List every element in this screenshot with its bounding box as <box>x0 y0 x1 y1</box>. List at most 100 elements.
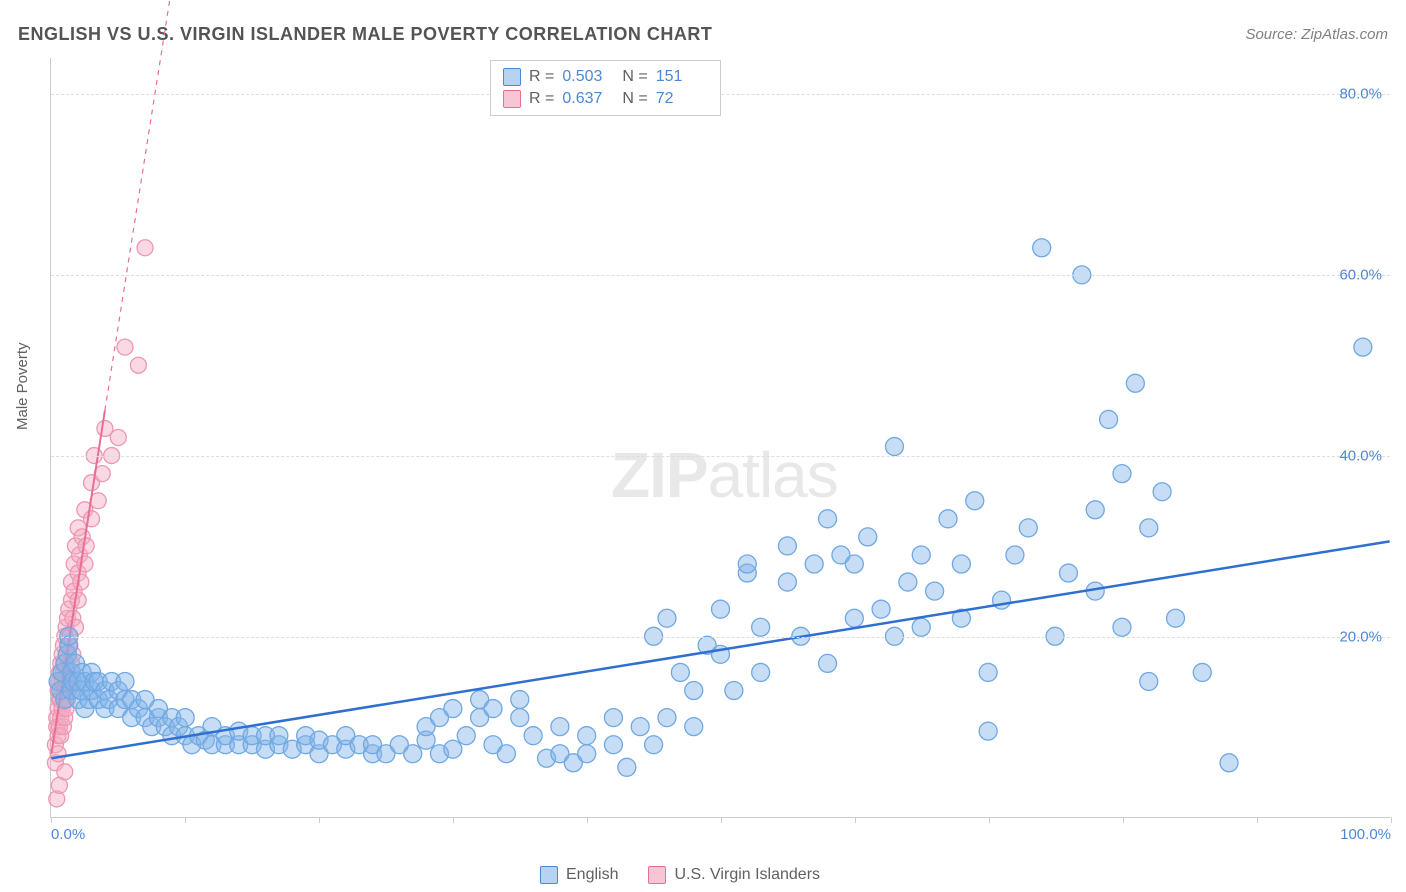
chart-source: Source: ZipAtlas.com <box>1245 26 1388 43</box>
english-point <box>685 682 703 700</box>
chart-title: ENGLISH VS U.S. VIRGIN ISLANDER MALE POV… <box>18 24 712 45</box>
english-point <box>778 537 796 555</box>
english-point <box>1086 501 1104 519</box>
english-point <box>578 745 596 763</box>
stat-r-label-0: R = <box>529 68 554 86</box>
english-point <box>1354 338 1372 356</box>
stat-n-value-1: 72 <box>656 90 708 108</box>
english-point <box>671 663 689 681</box>
legend-item-english: English <box>540 866 618 884</box>
usvi-point <box>130 357 146 373</box>
stat-r-value-0: 0.503 <box>562 68 614 86</box>
english-point <box>899 573 917 591</box>
english-point <box>484 700 502 718</box>
english-point <box>752 663 770 681</box>
stat-n-label-0: N = <box>622 68 647 86</box>
ytick-label: 20.0% <box>1339 629 1382 646</box>
english-point <box>738 555 756 573</box>
english-point <box>511 691 529 709</box>
stats-legend: R = 0.503 N = 151 R = 0.637 N = 72 <box>490 60 721 116</box>
english-point <box>712 600 730 618</box>
stat-n-value-0: 151 <box>656 68 708 86</box>
english-point <box>1220 754 1238 772</box>
english-trendline <box>51 541 1389 758</box>
english-point <box>631 718 649 736</box>
english-point <box>939 510 957 528</box>
english-point <box>778 573 796 591</box>
english-point <box>1006 546 1024 564</box>
english-point <box>176 709 194 727</box>
xtick-label: 0.0% <box>51 826 85 843</box>
english-point <box>966 492 984 510</box>
ytick-label: 60.0% <box>1339 267 1382 284</box>
english-point <box>685 718 703 736</box>
english-point <box>645 736 663 754</box>
english-point <box>524 727 542 745</box>
english-point <box>805 555 823 573</box>
english-point <box>578 727 596 745</box>
english-point <box>912 546 930 564</box>
english-point <box>497 745 515 763</box>
english-point <box>1140 519 1158 537</box>
english-point <box>404 745 422 763</box>
english-point <box>1193 663 1211 681</box>
english-point <box>752 618 770 636</box>
english-point <box>952 555 970 573</box>
english-point <box>979 722 997 740</box>
english-point <box>270 727 288 745</box>
stats-row-english: R = 0.503 N = 151 <box>503 66 708 88</box>
stat-n-label-1: N = <box>622 90 647 108</box>
english-point <box>1113 465 1131 483</box>
english-point <box>859 528 877 546</box>
english-point <box>845 555 863 573</box>
ytick-label: 80.0% <box>1339 86 1382 103</box>
english-point <box>658 709 676 727</box>
english-point <box>551 718 569 736</box>
legend-label-english: English <box>566 866 618 884</box>
english-point <box>1019 519 1037 537</box>
english-point <box>511 709 529 727</box>
legend-item-usvi: U.S. Virgin Islanders <box>648 866 820 884</box>
english-point <box>845 609 863 627</box>
chart-svg <box>51 58 1390 817</box>
english-point <box>819 654 837 672</box>
legend-swatch-usvi <box>648 866 666 884</box>
usvi-point <box>84 511 100 527</box>
stat-r-value-1: 0.637 <box>562 90 614 108</box>
usvi-point <box>117 339 133 355</box>
english-point <box>1126 374 1144 392</box>
usvi-point <box>70 592 86 608</box>
english-point <box>618 758 636 776</box>
english-point <box>885 438 903 456</box>
usvi-point <box>57 764 73 780</box>
english-point <box>1113 618 1131 636</box>
y-axis-label: Male Poverty <box>14 342 31 430</box>
english-point <box>658 609 676 627</box>
english-point <box>926 582 944 600</box>
english-point <box>116 672 134 690</box>
english-point <box>1140 672 1158 690</box>
series-legend: English U.S. Virgin Islanders <box>540 866 820 884</box>
english-point <box>457 727 475 745</box>
english-point <box>979 663 997 681</box>
english-point <box>819 510 837 528</box>
swatch-usvi <box>503 90 521 108</box>
stats-row-usvi: R = 0.637 N = 72 <box>503 88 708 110</box>
plot-area: ZIPatlas 20.0%40.0%60.0%80.0%0.0%100.0% <box>50 58 1390 818</box>
swatch-english <box>503 68 521 86</box>
english-point <box>604 736 622 754</box>
english-point <box>1167 609 1185 627</box>
ytick-label: 40.0% <box>1339 448 1382 465</box>
english-point <box>872 600 890 618</box>
english-point <box>1100 410 1118 428</box>
legend-label-usvi: U.S. Virgin Islanders <box>674 866 820 884</box>
usvi-point <box>78 538 94 554</box>
xtick-label: 100.0% <box>1340 826 1391 843</box>
chart-header: ENGLISH VS U.S. VIRGIN ISLANDER MALE POV… <box>18 24 1388 45</box>
english-point <box>1153 483 1171 501</box>
english-point <box>725 682 743 700</box>
english-point <box>604 709 622 727</box>
english-point <box>1033 239 1051 257</box>
stat-r-label-1: R = <box>529 90 554 108</box>
usvi-point <box>137 240 153 256</box>
